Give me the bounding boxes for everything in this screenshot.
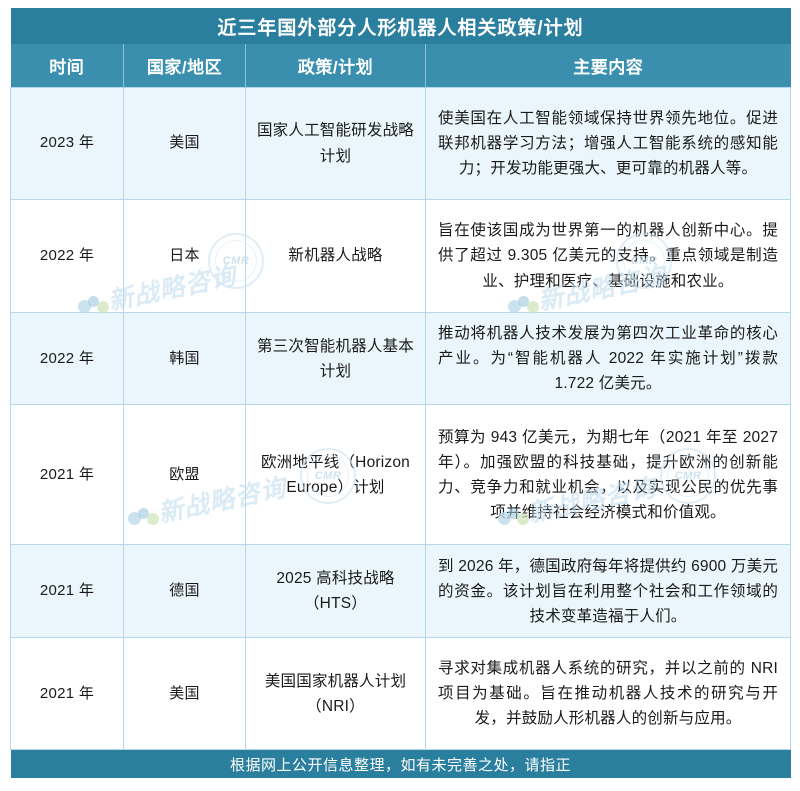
cell-policy: 欧洲地平线（Horizon Europe）计划 — [245, 404, 426, 546]
cell-content: 使美国在人工智能领域保持世界领先地位。促进联邦机器学习方法；增强人工智能系统的感… — [424, 87, 792, 200]
cell-policy: 国家人工智能研发战略计划 — [245, 87, 426, 200]
table-foot: 根据网上公开信息整理，如有未完善之处，请指正 — [10, 749, 791, 779]
cell-country: 美国 — [123, 87, 246, 200]
footer-row: 根据网上公开信息整理，如有未完善之处，请指正 — [10, 749, 791, 779]
footer-note: 根据网上公开信息整理，如有未完善之处，请指正 — [10, 749, 791, 779]
header-row: 时间 国家/地区 政策/计划 主要内容 — [10, 44, 791, 88]
cell-policy: 第三次智能机器人基本计划 — [245, 311, 426, 406]
cell-content: 旨在使该国成为世界第一的机器人创新中心。提供了超过 9.305 亿美元的支持。重… — [424, 199, 792, 313]
cell-time: 2023 年 — [10, 87, 124, 200]
cell-country: 美国 — [123, 637, 246, 751]
cell-time: 2021 年 — [10, 404, 124, 546]
cell-policy: 2025 高科技战略（HTS） — [245, 544, 426, 639]
cell-policy: 美国国家机器人计划（NRI） — [245, 637, 426, 751]
table-body: 2023 年 美国 国家人工智能研发战略计划 使美国在人工智能领域保持世界领先地… — [10, 87, 792, 751]
cell-time: 2021 年 — [10, 637, 124, 751]
table-row: 2022 年 日本 新机器人战略 旨在使该国成为世界第一的机器人创新中心。提供了… — [10, 199, 792, 313]
cell-policy: 新机器人战略 — [245, 199, 426, 313]
cell-content: 预算为 943 亿美元，为期七年（2021 年至 2027 年）。加强欧盟的科技… — [424, 404, 792, 546]
title-row: 近三年国外部分人形机器人相关政策/计划 — [10, 8, 791, 44]
cell-country: 韩国 — [123, 311, 246, 406]
cell-country: 欧盟 — [123, 404, 246, 546]
policy-table: 近三年国外部分人形机器人相关政策/计划 时间 国家/地区 政策/计划 主要内容 … — [10, 8, 792, 779]
column-header-policy: 政策/计划 — [245, 44, 426, 88]
table-row: 2021 年 欧盟 欧洲地平线（Horizon Europe）计划 预算为 94… — [10, 404, 792, 546]
table-row: 2021 年 德国 2025 高科技战略（HTS） 到 2026 年，德国政府每… — [10, 544, 792, 639]
column-header-time: 时间 — [10, 44, 124, 88]
cell-time: 2022 年 — [10, 311, 124, 406]
cell-content: 寻求对集成机器人系统的研究，并以之前的 NRI 项目为基础。旨在推动机器人技术的… — [424, 637, 792, 751]
column-header-country: 国家/地区 — [123, 44, 246, 88]
cell-content: 到 2026 年，德国政府每年将提供约 6900 万美元的资金。该计划旨在利用整… — [424, 544, 792, 639]
cell-country: 日本 — [123, 199, 246, 313]
column-header-content: 主要内容 — [425, 44, 791, 88]
cell-time: 2022 年 — [10, 199, 124, 313]
table-head: 近三年国外部分人形机器人相关政策/计划 时间 国家/地区 政策/计划 主要内容 — [10, 8, 791, 88]
table-row: 2023 年 美国 国家人工智能研发战略计划 使美国在人工智能领域保持世界领先地… — [10, 87, 792, 200]
cell-time: 2021 年 — [10, 544, 124, 639]
page-title: 近三年国外部分人形机器人相关政策/计划 — [10, 8, 791, 44]
table-row: 2021 年 美国 美国国家机器人计划（NRI） 寻求对集成机器人系统的研究，并… — [10, 637, 792, 751]
cell-country: 德国 — [123, 544, 246, 639]
cell-content: 推动将机器人技术发展为第四次工业革命的核心产业。为“智能机器人 2022 年实施… — [424, 311, 792, 406]
table-row: 2022 年 韩国 第三次智能机器人基本计划 推动将机器人技术发展为第四次工业革… — [10, 311, 792, 406]
